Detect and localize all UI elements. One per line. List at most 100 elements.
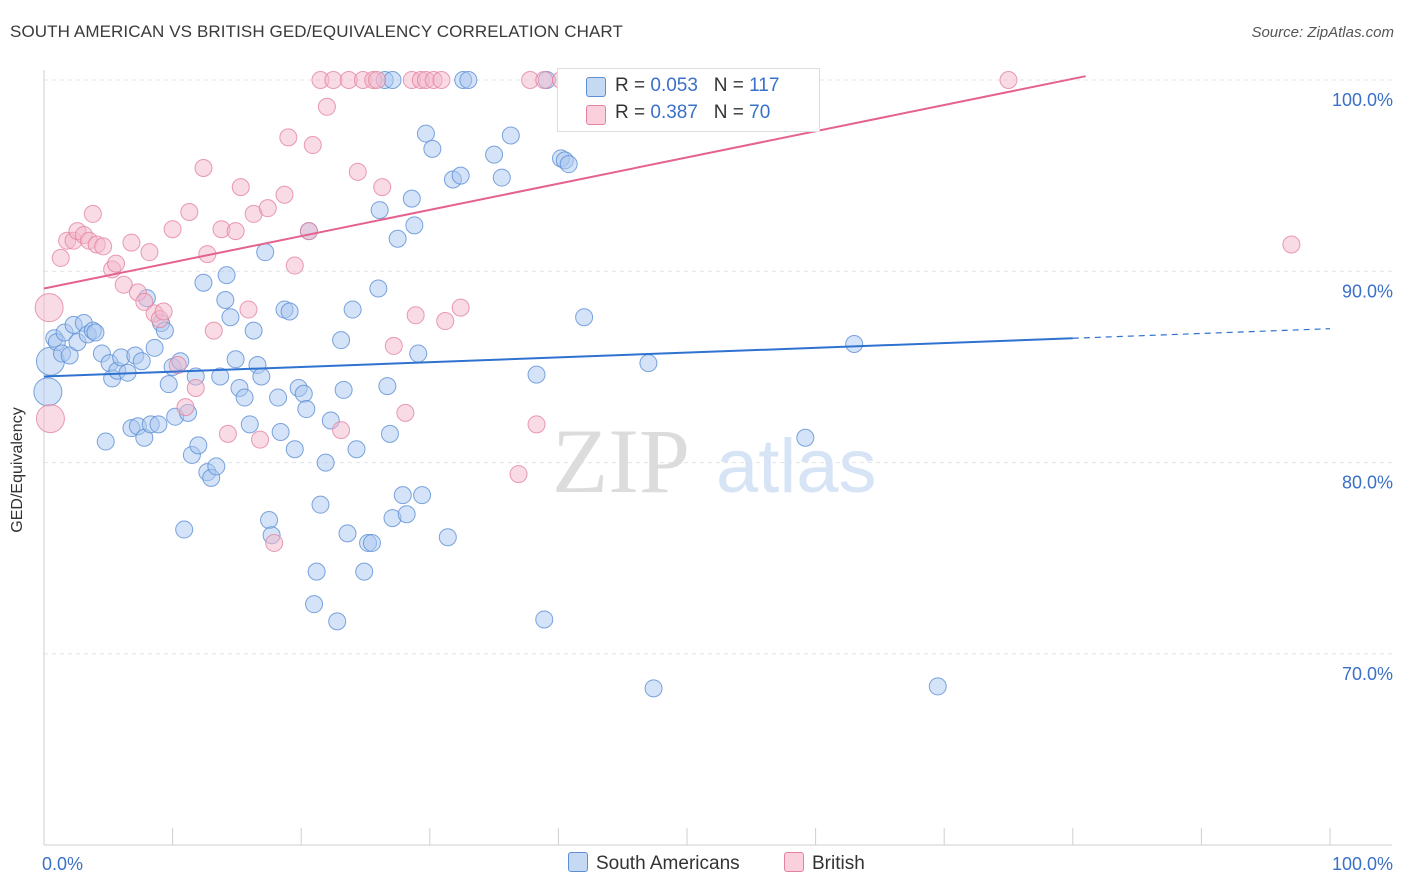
- legend-r-value: 0.053: [650, 75, 698, 96]
- data-point: [334, 380, 353, 399]
- watermark: ZIP atlas: [552, 410, 877, 512]
- legend-n-label: N =: [713, 75, 750, 96]
- data-point: [114, 275, 133, 294]
- data-point: [175, 520, 194, 539]
- data-point: [186, 378, 205, 397]
- data-point: [535, 71, 554, 89]
- data-point: [311, 495, 330, 514]
- data-point: [405, 216, 424, 235]
- data-point: [527, 415, 546, 434]
- data-point: [176, 398, 195, 417]
- y-tick-label: 90.0%: [1342, 281, 1393, 301]
- data-point: [317, 97, 336, 116]
- data-point: [332, 331, 351, 350]
- data-point: [135, 292, 154, 311]
- data-point: [244, 321, 263, 340]
- legend-r-label: R =: [615, 102, 651, 123]
- data-point: [324, 71, 343, 89]
- data-point: [406, 306, 425, 325]
- data-point: [226, 350, 245, 369]
- legend-row-british: R = 0.387 N = 70: [615, 102, 770, 124]
- data-point: [644, 679, 663, 698]
- data-point: [221, 308, 240, 327]
- data-point: [369, 279, 388, 298]
- axes: [43, 70, 1392, 846]
- data-point: [432, 71, 451, 89]
- data-point: [384, 336, 403, 355]
- data-point: [332, 421, 351, 440]
- data-points: [33, 71, 1301, 698]
- trend-lines: [43, 75, 1331, 378]
- bottom-legend-swatch-south-americans: [568, 852, 588, 872]
- legend-n-value: 117: [749, 75, 780, 96]
- data-point: [265, 533, 284, 552]
- data-point: [575, 308, 594, 327]
- data-point: [527, 365, 546, 384]
- data-point: [96, 432, 115, 451]
- data-point: [393, 486, 412, 505]
- data-point: [51, 248, 70, 267]
- data-point: [423, 139, 442, 158]
- x-tick-label: 100.0%: [1332, 854, 1393, 874]
- data-point: [1282, 235, 1301, 254]
- data-point: [34, 293, 64, 323]
- data-point: [204, 321, 223, 340]
- data-point: [285, 256, 304, 275]
- data-point: [163, 220, 182, 239]
- tick-labels: 70.0% 80.0% 90.0% 100.0% 0.0% 100.0%: [42, 90, 1393, 874]
- y-axis-label: GED/Equivalency: [9, 407, 26, 533]
- data-point: [260, 510, 279, 529]
- bottom-legend-south-americans[interactable]: South Americans: [568, 852, 740, 875]
- bottom-legend-british[interactable]: British: [784, 852, 865, 875]
- data-point: [211, 367, 230, 386]
- data-point: [509, 465, 528, 484]
- data-point: [338, 524, 357, 543]
- trend-line-south-americans: [43, 337, 1073, 378]
- data-point: [140, 243, 159, 262]
- data-point: [180, 202, 199, 221]
- watermark-zip: ZIP: [552, 410, 690, 512]
- data-point: [409, 344, 428, 363]
- data-point: [492, 168, 511, 187]
- data-point: [280, 302, 299, 321]
- legend-row-south-americans: R = 0.053 N = 117: [615, 75, 779, 97]
- data-point: [347, 440, 366, 459]
- data-point: [294, 384, 313, 403]
- legend-swatch-south-americans: [586, 77, 606, 97]
- data-point: [485, 145, 504, 164]
- data-point: [305, 595, 324, 614]
- data-point: [275, 185, 294, 204]
- legend-n-value: 70: [749, 102, 771, 123]
- data-point: [368, 71, 387, 89]
- data-point: [380, 424, 399, 443]
- data-point: [355, 562, 374, 581]
- bottom-legend-label: British: [812, 853, 865, 874]
- data-point: [370, 201, 389, 220]
- y-tick-label: 70.0%: [1342, 664, 1393, 684]
- data-point: [451, 298, 470, 317]
- data-point: [501, 126, 520, 145]
- data-point: [60, 346, 79, 365]
- data-point: [285, 440, 304, 459]
- data-point: [269, 388, 288, 407]
- data-point: [343, 300, 362, 319]
- series-british: [34, 71, 1301, 552]
- data-point: [86, 323, 105, 342]
- series-south-americans: [33, 71, 947, 698]
- data-point: [35, 404, 65, 434]
- data-point: [122, 233, 141, 252]
- data-point: [149, 415, 168, 434]
- data-point: [154, 302, 173, 321]
- data-point: [239, 300, 258, 319]
- data-point: [451, 166, 470, 185]
- data-point: [297, 400, 316, 419]
- data-point: [535, 610, 554, 629]
- source-credit: Source: ZipAtlas.com: [1251, 24, 1394, 41]
- data-point: [251, 430, 270, 449]
- data-point: [83, 204, 102, 223]
- data-point: [194, 273, 213, 292]
- data-point: [438, 528, 457, 547]
- data-point: [189, 436, 208, 455]
- data-point: [145, 338, 164, 357]
